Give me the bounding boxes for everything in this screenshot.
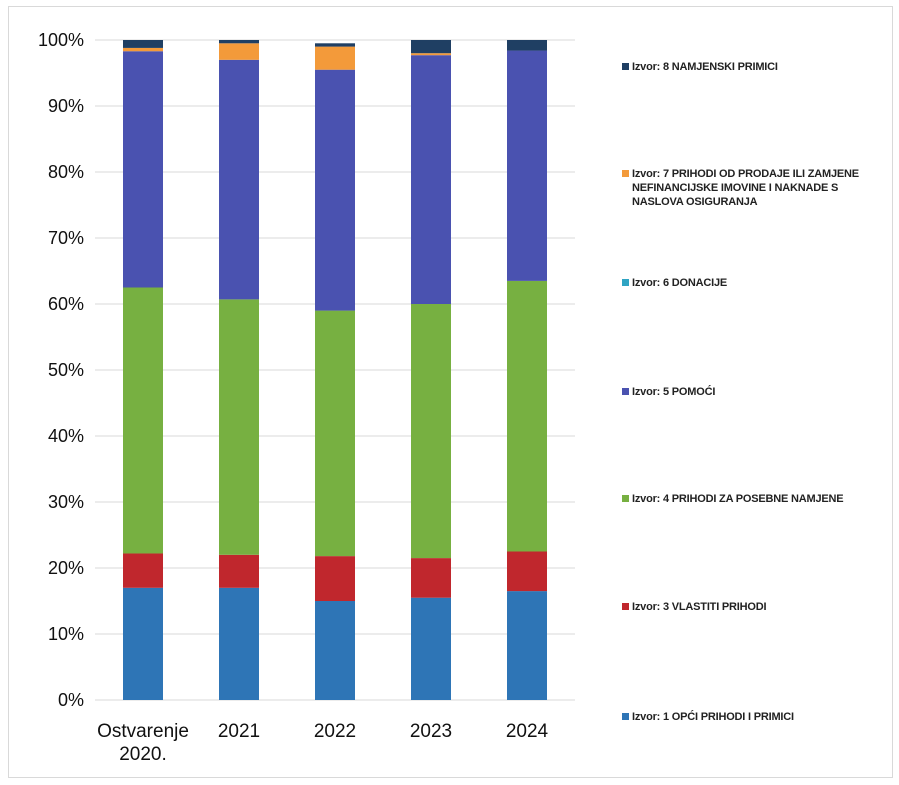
- x-category-label-line: Ostvarenje: [97, 721, 189, 742]
- y-tick-label: 50%: [48, 360, 84, 380]
- legend-item-izvor-4: Izvor: 4 PRIHODI ZA POSEBNE NAMJENE: [622, 492, 882, 506]
- legend: Izvor: 8 NAMJENSKI PRIMICI Izvor: 7 PRIH…: [622, 0, 892, 785]
- legend-label: Izvor: 7 PRIHODI OD PRODAJE ILI ZAMJENE …: [632, 168, 859, 208]
- bar-segment: [411, 597, 451, 700]
- x-axis-categories: Ostvarenje 2020. 2021 2022 2023 2024: [97, 721, 548, 765]
- legend-label: Izvor: 5 POMOĆI: [632, 386, 716, 398]
- bar-segment: [315, 69, 355, 311]
- bar-segment: [411, 304, 451, 559]
- bar-segment: [411, 558, 451, 598]
- legend-label: Izvor: 8 NAMJENSKI PRIMICI: [632, 61, 778, 73]
- legend-item-izvor-7: Izvor: 7 PRIHODI OD PRODAJE ILI ZAMJENE …: [622, 167, 872, 209]
- bar-segment: [411, 53, 451, 56]
- bar-segment: [219, 43, 259, 60]
- x-category-label-line: 2021: [218, 721, 260, 742]
- bar-segment: [411, 40, 451, 54]
- legend-swatch: [622, 495, 629, 502]
- bar-segment: [315, 46, 355, 70]
- x-category-label-line: 2023: [410, 721, 452, 742]
- legend-swatch: [622, 63, 629, 70]
- legend-swatch: [622, 388, 629, 395]
- legend-swatch: [622, 713, 629, 720]
- y-tick-label: 10%: [48, 624, 84, 644]
- bar-segment: [219, 587, 259, 700]
- bar-segment: [507, 40, 547, 51]
- y-tick-label: 60%: [48, 294, 84, 314]
- y-tick-label: 90%: [48, 96, 84, 116]
- y-tick-label: 40%: [48, 426, 84, 446]
- bars: [123, 40, 547, 700]
- bar-segment: [219, 59, 259, 300]
- y-tick-label: 80%: [48, 162, 84, 182]
- x-category-label: Ostvarenje 2020.: [97, 721, 189, 765]
- x-category-label: 2022: [314, 721, 356, 742]
- bar-segment: [123, 40, 163, 48]
- legend-label: Izvor: 1 OPĆI PRIHODI I PRIMICI: [632, 711, 794, 723]
- bar-segment: [315, 556, 355, 601]
- bar-segment: [123, 287, 163, 554]
- legend-item-izvor-8: Izvor: 8 NAMJENSKI PRIMICI: [622, 60, 882, 74]
- x-category-label-line: 2024: [506, 721, 549, 742]
- y-tick-label: 100%: [38, 30, 84, 50]
- bar-segment: [219, 40, 259, 44]
- legend-label: Izvor: 3 VLASTITI PRIHODI: [632, 601, 767, 613]
- y-tick-label: 70%: [48, 228, 84, 248]
- y-tick-label: 0%: [58, 690, 84, 710]
- bar-segment: [507, 50, 547, 281]
- bar-segment: [315, 601, 355, 700]
- legend-item-izvor-5: Izvor: 5 POMOĆI: [622, 385, 882, 399]
- bar-segment: [315, 43, 355, 47]
- bar-segment: [411, 55, 451, 305]
- legend-item-izvor-1: Izvor: 1 OPĆI PRIHODI I PRIMICI: [622, 710, 882, 724]
- y-tick-label: 30%: [48, 492, 84, 512]
- x-category-label-line: 2020.: [119, 744, 167, 765]
- x-category-label: 2024: [506, 721, 549, 742]
- bar-segment: [123, 587, 163, 700]
- bar-segment: [507, 280, 547, 552]
- legend-swatch: [622, 279, 629, 286]
- legend-swatch: [622, 170, 629, 177]
- bar-segment: [123, 47, 163, 52]
- x-category-label: 2023: [410, 721, 452, 742]
- bar-segment: [219, 554, 259, 588]
- x-category-label: 2021: [218, 721, 260, 742]
- legend-label: Izvor: 6 DONACIJE: [632, 277, 728, 289]
- legend-swatch: [622, 603, 629, 610]
- bar-segment: [123, 51, 163, 288]
- bar-segment: [123, 553, 163, 588]
- x-category-label-line: 2022: [314, 721, 356, 742]
- bar-segment: [315, 310, 355, 557]
- y-axis-ticks: 0% 10% 20% 30% 40% 50% 60% 70% 80% 90% 100%: [38, 30, 84, 710]
- bar-segment: [507, 551, 547, 592]
- bar-segment: [219, 299, 259, 555]
- legend-item-izvor-3: Izvor: 3 VLASTITI PRIHODI: [622, 600, 882, 614]
- legend-label: Izvor: 4 PRIHODI ZA POSEBNE NAMJENE: [632, 493, 844, 505]
- y-tick-label: 20%: [48, 558, 84, 578]
- bar-segment: [507, 591, 547, 700]
- legend-item-izvor-6: Izvor: 6 DONACIJE: [622, 276, 882, 290]
